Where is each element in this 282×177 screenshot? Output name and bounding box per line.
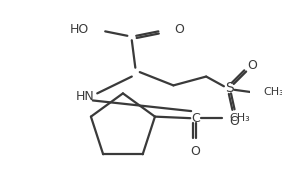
Text: S: S — [225, 81, 233, 95]
Text: O: O — [191, 145, 201, 158]
Text: CH₃: CH₃ — [229, 113, 250, 123]
Text: CH₃: CH₃ — [263, 87, 282, 98]
Text: O: O — [174, 23, 184, 36]
Text: C: C — [191, 112, 200, 125]
Text: HN: HN — [76, 90, 94, 102]
Text: HO: HO — [70, 23, 89, 36]
Text: O: O — [230, 115, 239, 128]
Text: O: O — [247, 59, 257, 72]
